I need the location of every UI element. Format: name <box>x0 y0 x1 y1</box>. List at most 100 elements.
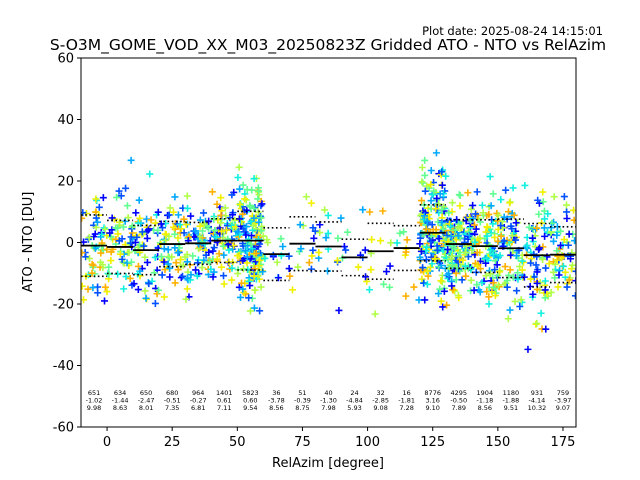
scatter-point <box>458 276 466 284</box>
scatter-point <box>123 202 131 210</box>
scatter-point <box>421 187 429 195</box>
scatter-point <box>500 213 508 221</box>
scatter-point <box>432 149 440 157</box>
scatter-point <box>176 221 184 229</box>
scatter-point <box>92 195 100 203</box>
scatter-point <box>248 186 256 194</box>
scatter-point <box>296 221 304 229</box>
scatter-point <box>222 212 230 220</box>
bin-std-label: 6.81 <box>191 404 205 412</box>
scatter-point <box>491 284 499 292</box>
scatter-point <box>532 261 540 269</box>
scatter-point <box>307 199 315 207</box>
scatter-point <box>174 249 182 257</box>
scatter-point <box>340 243 348 251</box>
scatter-point <box>89 284 97 292</box>
x-tick-label: 125 <box>420 435 445 450</box>
scatter-point <box>472 210 480 218</box>
scatter-point <box>476 288 484 296</box>
scatter-point <box>438 219 446 227</box>
scatter-point <box>194 259 202 267</box>
scatter-point <box>101 283 109 291</box>
scatter-point <box>418 178 426 186</box>
scatter-point <box>250 272 258 280</box>
scatter-point <box>321 206 329 214</box>
bin-statistics: 651-1.029.98634-1.448.63650-2.478.01680-… <box>86 389 572 412</box>
scatter-point <box>307 265 315 273</box>
scatter-point <box>138 228 146 236</box>
scatter-point <box>445 209 453 217</box>
scatter-point <box>483 232 491 240</box>
scatter-point <box>532 320 540 328</box>
scatter-point <box>219 272 227 280</box>
scatter-point <box>250 304 258 312</box>
bin-count-label: 759 <box>557 389 569 397</box>
scatter-point <box>539 198 547 206</box>
scatter-point <box>402 292 410 300</box>
scatter-point <box>483 254 491 262</box>
scatter-point <box>564 241 572 249</box>
scatter-point <box>571 292 576 300</box>
scatter-point <box>545 260 553 268</box>
scatter-point <box>489 190 497 198</box>
scatter-point <box>92 243 100 251</box>
y-tick-label: -40 <box>53 359 74 374</box>
scatter-point <box>542 325 550 333</box>
scatter-point <box>473 281 481 289</box>
scatter-point <box>418 197 426 205</box>
scatter-point <box>422 225 430 233</box>
scatter-point <box>333 257 341 265</box>
scatter-point <box>178 272 186 280</box>
scatter-point <box>322 234 330 242</box>
scatter-point <box>448 208 456 216</box>
bin-mean-label: -0.27 <box>190 397 207 405</box>
scatter-point <box>563 215 571 223</box>
scatter-point <box>560 236 568 244</box>
scatter-point <box>82 209 90 217</box>
scatter-point <box>144 226 152 234</box>
bin-mean-label: 3.16 <box>425 397 439 405</box>
scatter-point <box>432 205 440 213</box>
y-tick-label: 40 <box>57 113 74 128</box>
bin-count-label: 32 <box>376 389 384 397</box>
scatter-point <box>380 280 388 288</box>
scatter-point <box>171 279 179 287</box>
scatter-point <box>512 252 520 260</box>
scatter-point <box>166 264 174 272</box>
scatter-point <box>115 237 123 245</box>
scatter-point <box>310 234 318 242</box>
scatter-point <box>100 224 108 232</box>
scatter-point <box>143 234 151 242</box>
scatter-point <box>248 232 256 240</box>
y-tick-label: 60 <box>57 52 74 67</box>
scatter-point <box>532 225 540 233</box>
scatter-point <box>396 229 404 237</box>
scatter-point <box>470 286 478 294</box>
scatter-point <box>539 255 547 263</box>
scatter-point <box>196 243 204 251</box>
scatter-point <box>85 255 93 263</box>
scatter-point <box>247 240 255 248</box>
scatter-point <box>85 234 93 242</box>
scatter-point <box>402 248 410 256</box>
scatter-point <box>427 166 435 174</box>
scatter-point <box>309 224 317 232</box>
scatter-point <box>472 225 480 233</box>
scatter-point <box>496 252 504 260</box>
scatter-point <box>497 232 505 240</box>
scatter-point <box>486 270 494 278</box>
scatter-point <box>494 225 502 233</box>
y-tick-label: -60 <box>53 421 74 436</box>
scatter-point <box>462 272 470 280</box>
scatter-point <box>554 283 562 291</box>
scatter-point <box>431 255 439 263</box>
scatter-point <box>508 232 516 240</box>
bin-std-label: 8.75 <box>295 404 309 412</box>
scatter-point <box>514 275 522 283</box>
scatter-point <box>510 211 518 219</box>
scatter-point <box>476 265 484 273</box>
scatter-point <box>93 218 101 226</box>
scatter-point <box>94 289 102 297</box>
scatter-point <box>494 211 502 219</box>
scatter-point <box>205 217 213 225</box>
